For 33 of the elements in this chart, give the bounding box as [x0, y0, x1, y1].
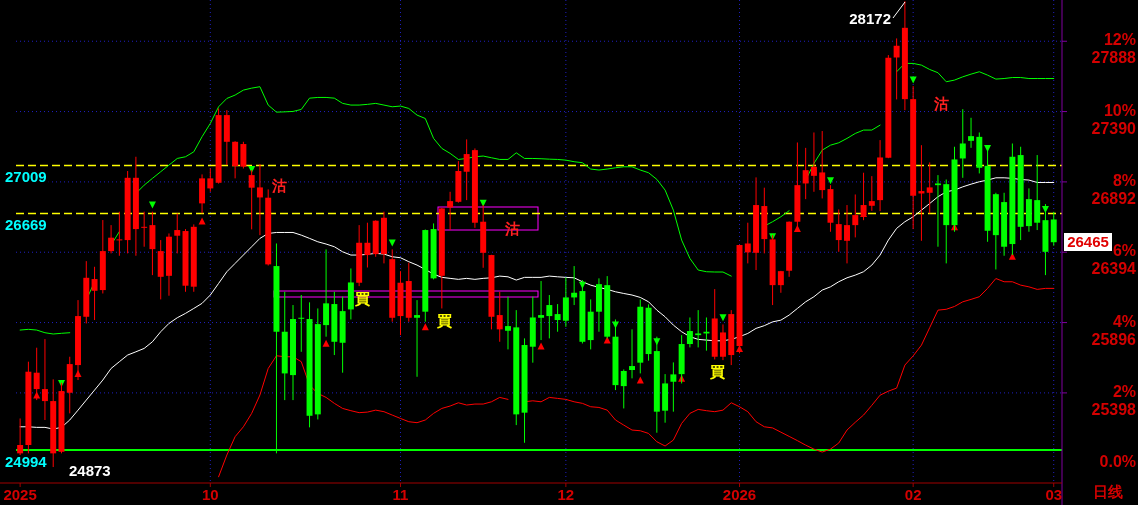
y-tick-label: 27888 [1091, 49, 1137, 67]
annotation: 買 [353, 290, 370, 307]
annotation: 沽 [270, 177, 287, 194]
y2-tick-label: 6% [1112, 242, 1136, 260]
annotation: 28172 [849, 10, 891, 27]
annotation: 沽 [932, 95, 949, 112]
x-tick-label: 2025 [3, 486, 37, 503]
y-tick-label: 26394 [1091, 260, 1137, 278]
y2-tick-label: 0.0% [1099, 453, 1136, 471]
x-tick-label: 10 [201, 486, 219, 503]
y-tick-label: 25398 [1091, 400, 1137, 418]
y-tick-label: 25896 [1091, 330, 1137, 348]
annotation: 沽 [503, 220, 520, 237]
annotation: 買 [435, 312, 452, 329]
y-tick-label: 26892 [1091, 189, 1137, 207]
y2-tick-label: 10% [1103, 101, 1136, 119]
annotation: 24873 [69, 462, 111, 479]
text: 日线 [1093, 483, 1123, 500]
x-tick-label: 02 [904, 486, 922, 503]
y2-tick-label: 4% [1112, 312, 1136, 330]
annotation: 買 [708, 363, 725, 380]
ref-line-label: 24994 [5, 452, 48, 470]
ref-line-label: 27009 [5, 168, 47, 186]
ref-line-label: 26669 [5, 216, 47, 234]
y2-tick-label: 12% [1103, 31, 1136, 49]
y-tick-label: 27390 [1091, 119, 1137, 137]
y2-tick-label: 8% [1112, 172, 1136, 190]
text: 26465 [1067, 233, 1109, 250]
y2-tick-label: 2% [1112, 383, 1136, 401]
x-tick-label: 2026 [722, 486, 757, 503]
x-tick-label: 03 [1045, 486, 1063, 503]
x-tick-label: 12 [557, 486, 575, 503]
x-tick-label: 11 [392, 486, 409, 503]
